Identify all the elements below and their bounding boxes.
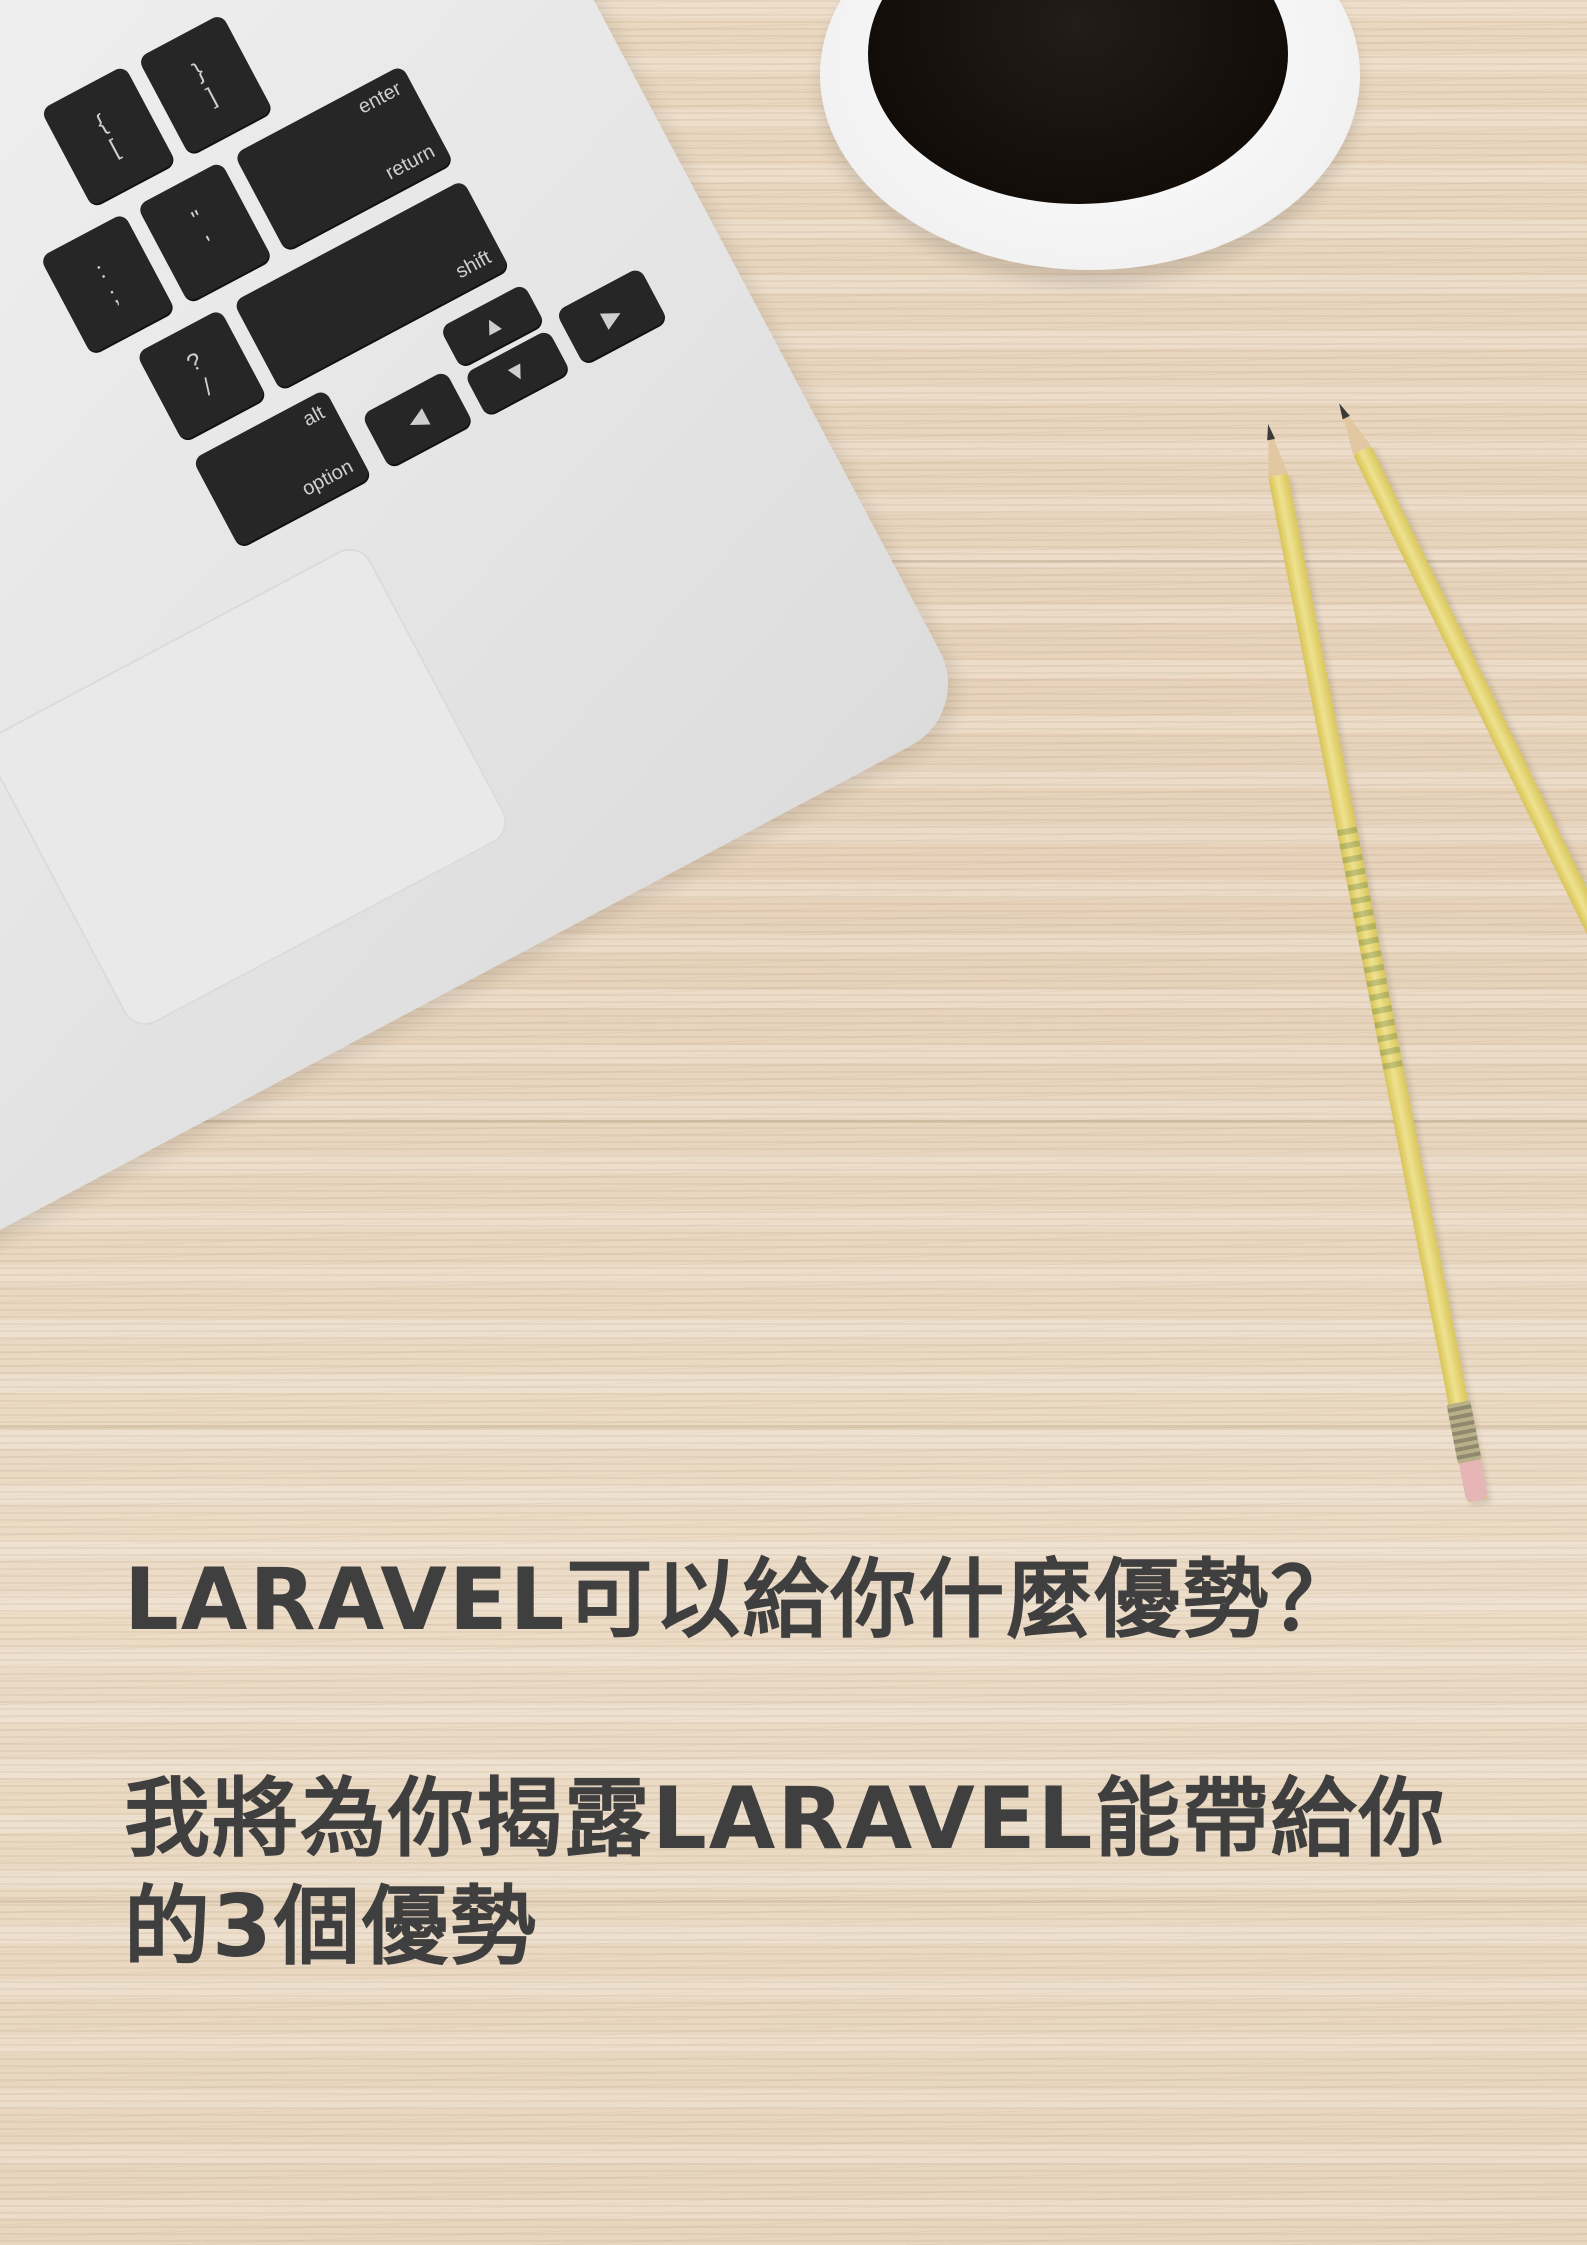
- arrow-left-icon: ◀: [402, 402, 432, 436]
- arrow-up-icon: ▲: [475, 307, 509, 343]
- key-semicolon-label: ;: [104, 282, 124, 310]
- coffee: [868, 0, 1288, 204]
- laptop-trackpad: [0, 540, 515, 1034]
- key-colon-label: :: [91, 257, 110, 285]
- key-enter-label: enter: [354, 77, 406, 119]
- key-option-label: option: [298, 455, 357, 501]
- key-arrow-left: ◀: [361, 370, 474, 468]
- key-alt-label: alt: [299, 401, 329, 432]
- headline-answer: 我將為你揭露LARAVEL能帶給你的3個優勢: [124, 1769, 1447, 1977]
- arrow-down-icon: ▼: [500, 354, 534, 390]
- plank-seam: [0, 1425, 1587, 1428]
- key-comma-label: ': [202, 231, 220, 258]
- arrow-right-icon: ▶: [597, 299, 626, 333]
- key-brace-close-label: }: [188, 57, 209, 86]
- key-bracket-open-label: [: [105, 134, 124, 162]
- key-quote-label: ": [187, 205, 208, 234]
- key-slash-label: /: [198, 373, 218, 401]
- plank-seam: [0, 1120, 1587, 1123]
- key-brace-open-label: {: [91, 109, 112, 138]
- key-return-label: return: [382, 140, 439, 185]
- key-shift-label: shift: [452, 246, 495, 283]
- key-arrow-right: ▶: [555, 267, 668, 365]
- plank-seam: [0, 1900, 1587, 1903]
- headline-question: LARAVEL可以給你什麼優勢？: [124, 1550, 1359, 1650]
- key-bracket-close-label: ]: [202, 82, 221, 110]
